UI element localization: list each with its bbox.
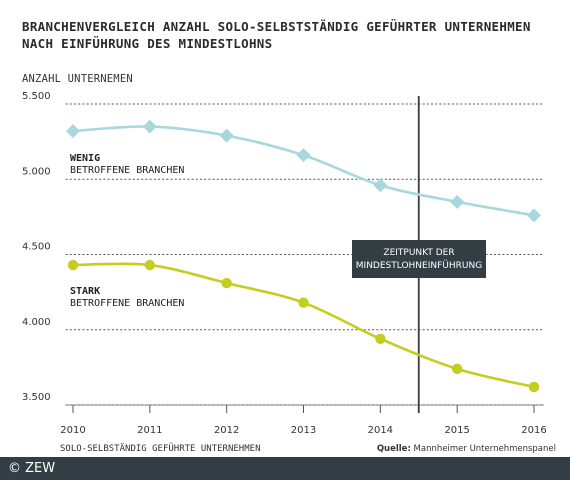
x-tick-label-2012: 2012 <box>214 425 239 436</box>
data-point-wenig-2016 <box>527 208 541 223</box>
x-tick-label-2016: 2016 <box>521 425 546 436</box>
y-tick-label-4000: 4.000 <box>22 317 51 328</box>
source-label: Quelle: <box>377 444 411 454</box>
chart-title-line-1: BRANCHENVERGLEICH ANZAHL SOLO-SELBSTSTÄN… <box>22 19 531 34</box>
chart-title: BRANCHENVERGLEICH ANZAHL SOLO-SELBSTSTÄN… <box>22 18 552 52</box>
annotation-box: ZEITPUNKT DER MINDESTLOHNEINFÜHRUNG <box>352 240 486 278</box>
annotation-line-2: MINDESTLOHNEINFÜHRUNG <box>356 260 482 271</box>
y-tick-label-3500: 3.500 <box>22 392 51 403</box>
data-point-stark-2014 <box>375 333 386 344</box>
series-label-wenig-line-1: WENIG <box>70 153 100 164</box>
data-point-stark-2015 <box>451 363 463 375</box>
source-text: Mannheimer Unternehmenspanel <box>411 444 556 454</box>
series-label-stark-line-1: STARK <box>70 286 100 297</box>
series-label-stark: STARK BETROFFENE BRANCHEN <box>70 286 184 309</box>
y-tick-labels: 5.500 5.000 4.500 4.000 3.500 <box>22 91 51 403</box>
data-point-stark-2011 <box>144 259 156 271</box>
data-point-wenig-2015 <box>450 194 465 209</box>
x-tick-label-2014: 2014 <box>368 425 393 436</box>
x-tick-label-2015: 2015 <box>444 425 469 436</box>
data-point-wenig-2012 <box>219 128 234 143</box>
x-axis: 2010 2011 2012 2013 2014 2015 2016 <box>60 404 547 436</box>
source-note: Quelle: Mannheimer Unternehmenspanel <box>377 444 556 454</box>
data-point-stark-2013 <box>298 297 309 308</box>
annotation-line-1: ZEITPUNKT DER <box>383 248 454 258</box>
y-axis-title: ANZAHL UNTERNEMEN <box>22 73 133 85</box>
x-tick-label-2013: 2013 <box>291 425 316 436</box>
series-group <box>66 119 541 393</box>
x-tick-label-2010: 2010 <box>60 425 85 436</box>
series-label-stark-line-2: BETROFFENE BRANCHEN <box>70 298 184 309</box>
annotation-box-background <box>352 240 486 278</box>
series-line-stark <box>71 262 536 389</box>
data-point-wenig-2010 <box>66 124 80 139</box>
data-point-wenig-2014 <box>373 178 388 193</box>
data-point-stark-2016 <box>528 381 540 393</box>
y-tick-label-5000: 5.000 <box>22 166 51 177</box>
line-chart: ANZAHL UNTERNEMEN 5.500 5.000 4.500 4.000 3.… <box>22 73 556 454</box>
chart-title-line-2: NACH EINFÜHRUNG DES MINDESTLOHNS <box>22 36 273 51</box>
series-label-wenig: WENIG BETROFFENE BRANCHEN <box>70 153 184 176</box>
data-point-stark-2012 <box>221 277 232 289</box>
x-tick-label-2011: 2011 <box>137 425 162 436</box>
y-tick-label-5500: 5.500 <box>22 91 51 102</box>
y-tick-label-4500: 4.500 <box>22 242 51 253</box>
series-label-wenig-line-2: BETROFFENE BRANCHEN <box>70 165 184 176</box>
data-point-wenig-2011 <box>142 119 157 134</box>
copyright-text: © ZEW <box>8 461 56 476</box>
data-point-stark-2010 <box>67 259 79 271</box>
x-axis-footer-label: SOLO-SELBSTÄNDIG GEFÜHRTE UNTERNEHMEN <box>60 443 260 454</box>
data-point-wenig-2013 <box>296 148 311 163</box>
copyright-bar: © ZEW <box>0 457 570 480</box>
